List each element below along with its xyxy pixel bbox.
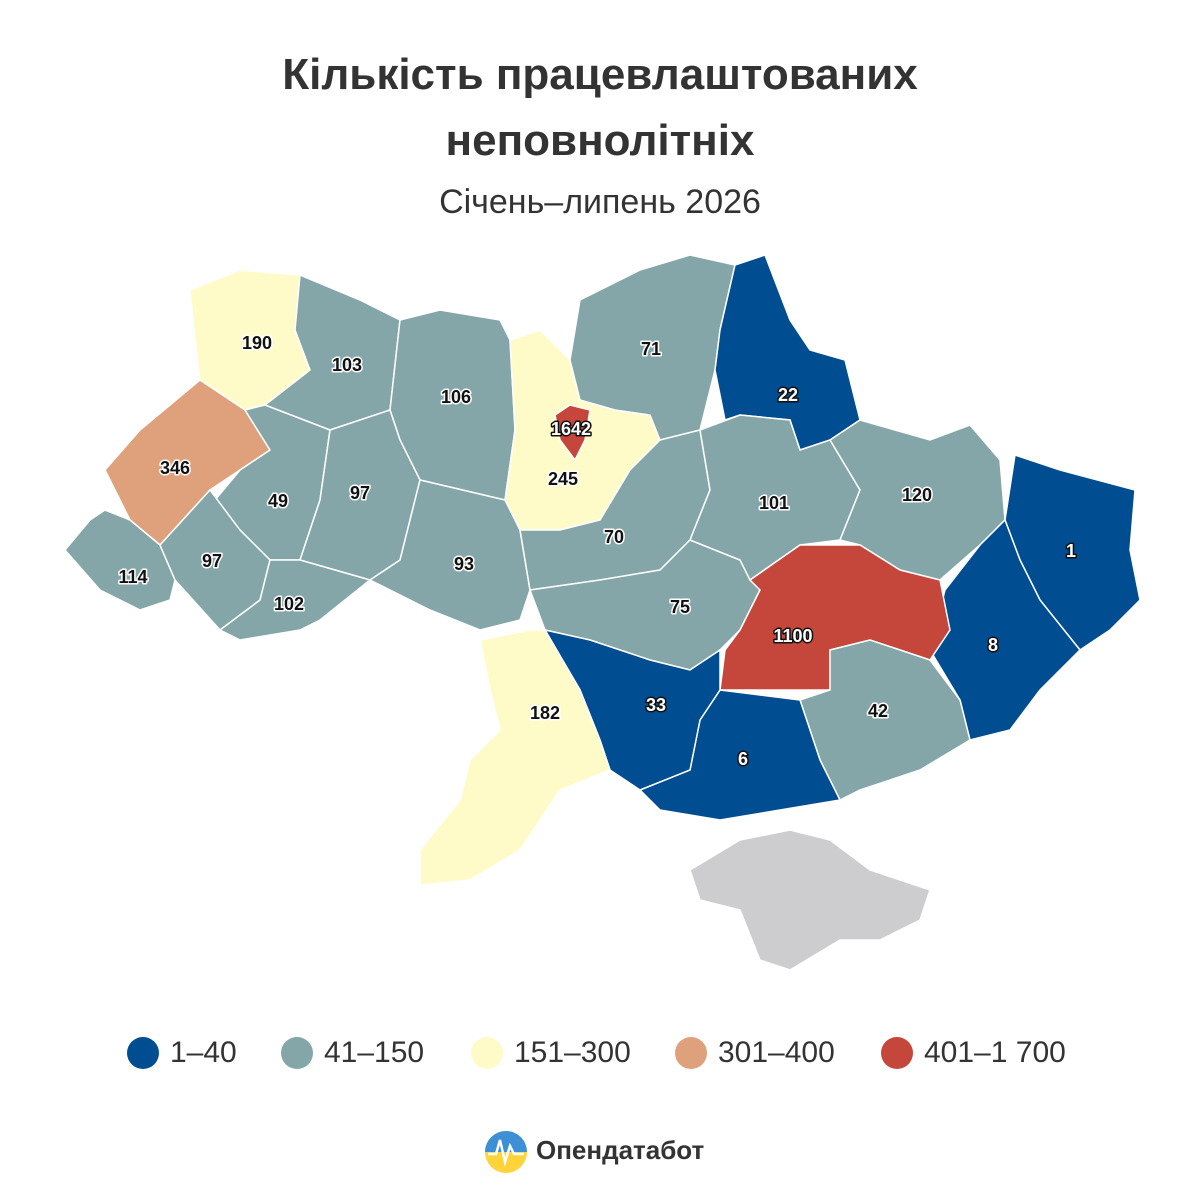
legend-label: 301–400 — [718, 1036, 835, 1069]
legend-label: 401–1 700 — [924, 1036, 1066, 1069]
region-value: 346 — [160, 458, 190, 478]
region-value: 114 — [118, 567, 147, 587]
brand-name: Опендатабот — [536, 1135, 705, 1165]
region-value: 120 — [902, 485, 932, 505]
region-value: 71 — [641, 339, 661, 359]
region-value: 70 — [604, 527, 624, 547]
region-value: 97 — [350, 483, 370, 503]
legend-swatch — [675, 1037, 707, 1069]
region — [799, 639, 971, 802]
region-value: 93 — [454, 554, 474, 574]
legend-label: 1–40 — [170, 1036, 237, 1069]
legend-label: 151–300 — [514, 1036, 631, 1069]
legend-label: 41–150 — [324, 1036, 424, 1069]
region-value: 182 — [530, 703, 560, 723]
region-value: 22 — [778, 385, 798, 405]
region-value: 49 — [268, 491, 288, 511]
legend: 1–40 41–150 151–300 301–400 401–1 700 — [127, 1036, 1066, 1069]
brand-logo — [485, 1131, 527, 1173]
region-value: 102 — [274, 594, 304, 614]
region-value: 190 — [242, 333, 272, 353]
region-value: 106 — [441, 387, 471, 407]
region-value: 245 — [548, 469, 578, 489]
region-value: 6 — [738, 749, 748, 769]
title: Кількість працевлаштованих неповнолітніх — [282, 50, 918, 165]
occupied-region — [689, 829, 931, 971]
legend-swatch — [881, 1037, 913, 1069]
region-value: 97 — [202, 551, 222, 571]
region — [218, 559, 372, 641]
legend-swatch — [127, 1037, 159, 1069]
region-value: 101 — [759, 493, 789, 513]
legend-swatch — [281, 1037, 313, 1069]
region-value: 1100 — [773, 626, 812, 646]
region-value: 1642 — [551, 419, 591, 439]
region-value: 75 — [670, 597, 690, 617]
subtitle: Січень–липень 2026 — [439, 183, 761, 221]
region — [419, 629, 611, 886]
region — [64, 509, 176, 611]
region-value: 103 — [332, 355, 362, 375]
region-value: 1 — [1066, 541, 1076, 561]
region-value: 42 — [868, 701, 888, 721]
region-value: 33 — [646, 695, 666, 715]
region — [368, 479, 531, 631]
regions — [64, 254, 1141, 886]
region-value: 8 — [988, 635, 998, 655]
legend-swatch — [471, 1037, 503, 1069]
region — [554, 404, 591, 462]
